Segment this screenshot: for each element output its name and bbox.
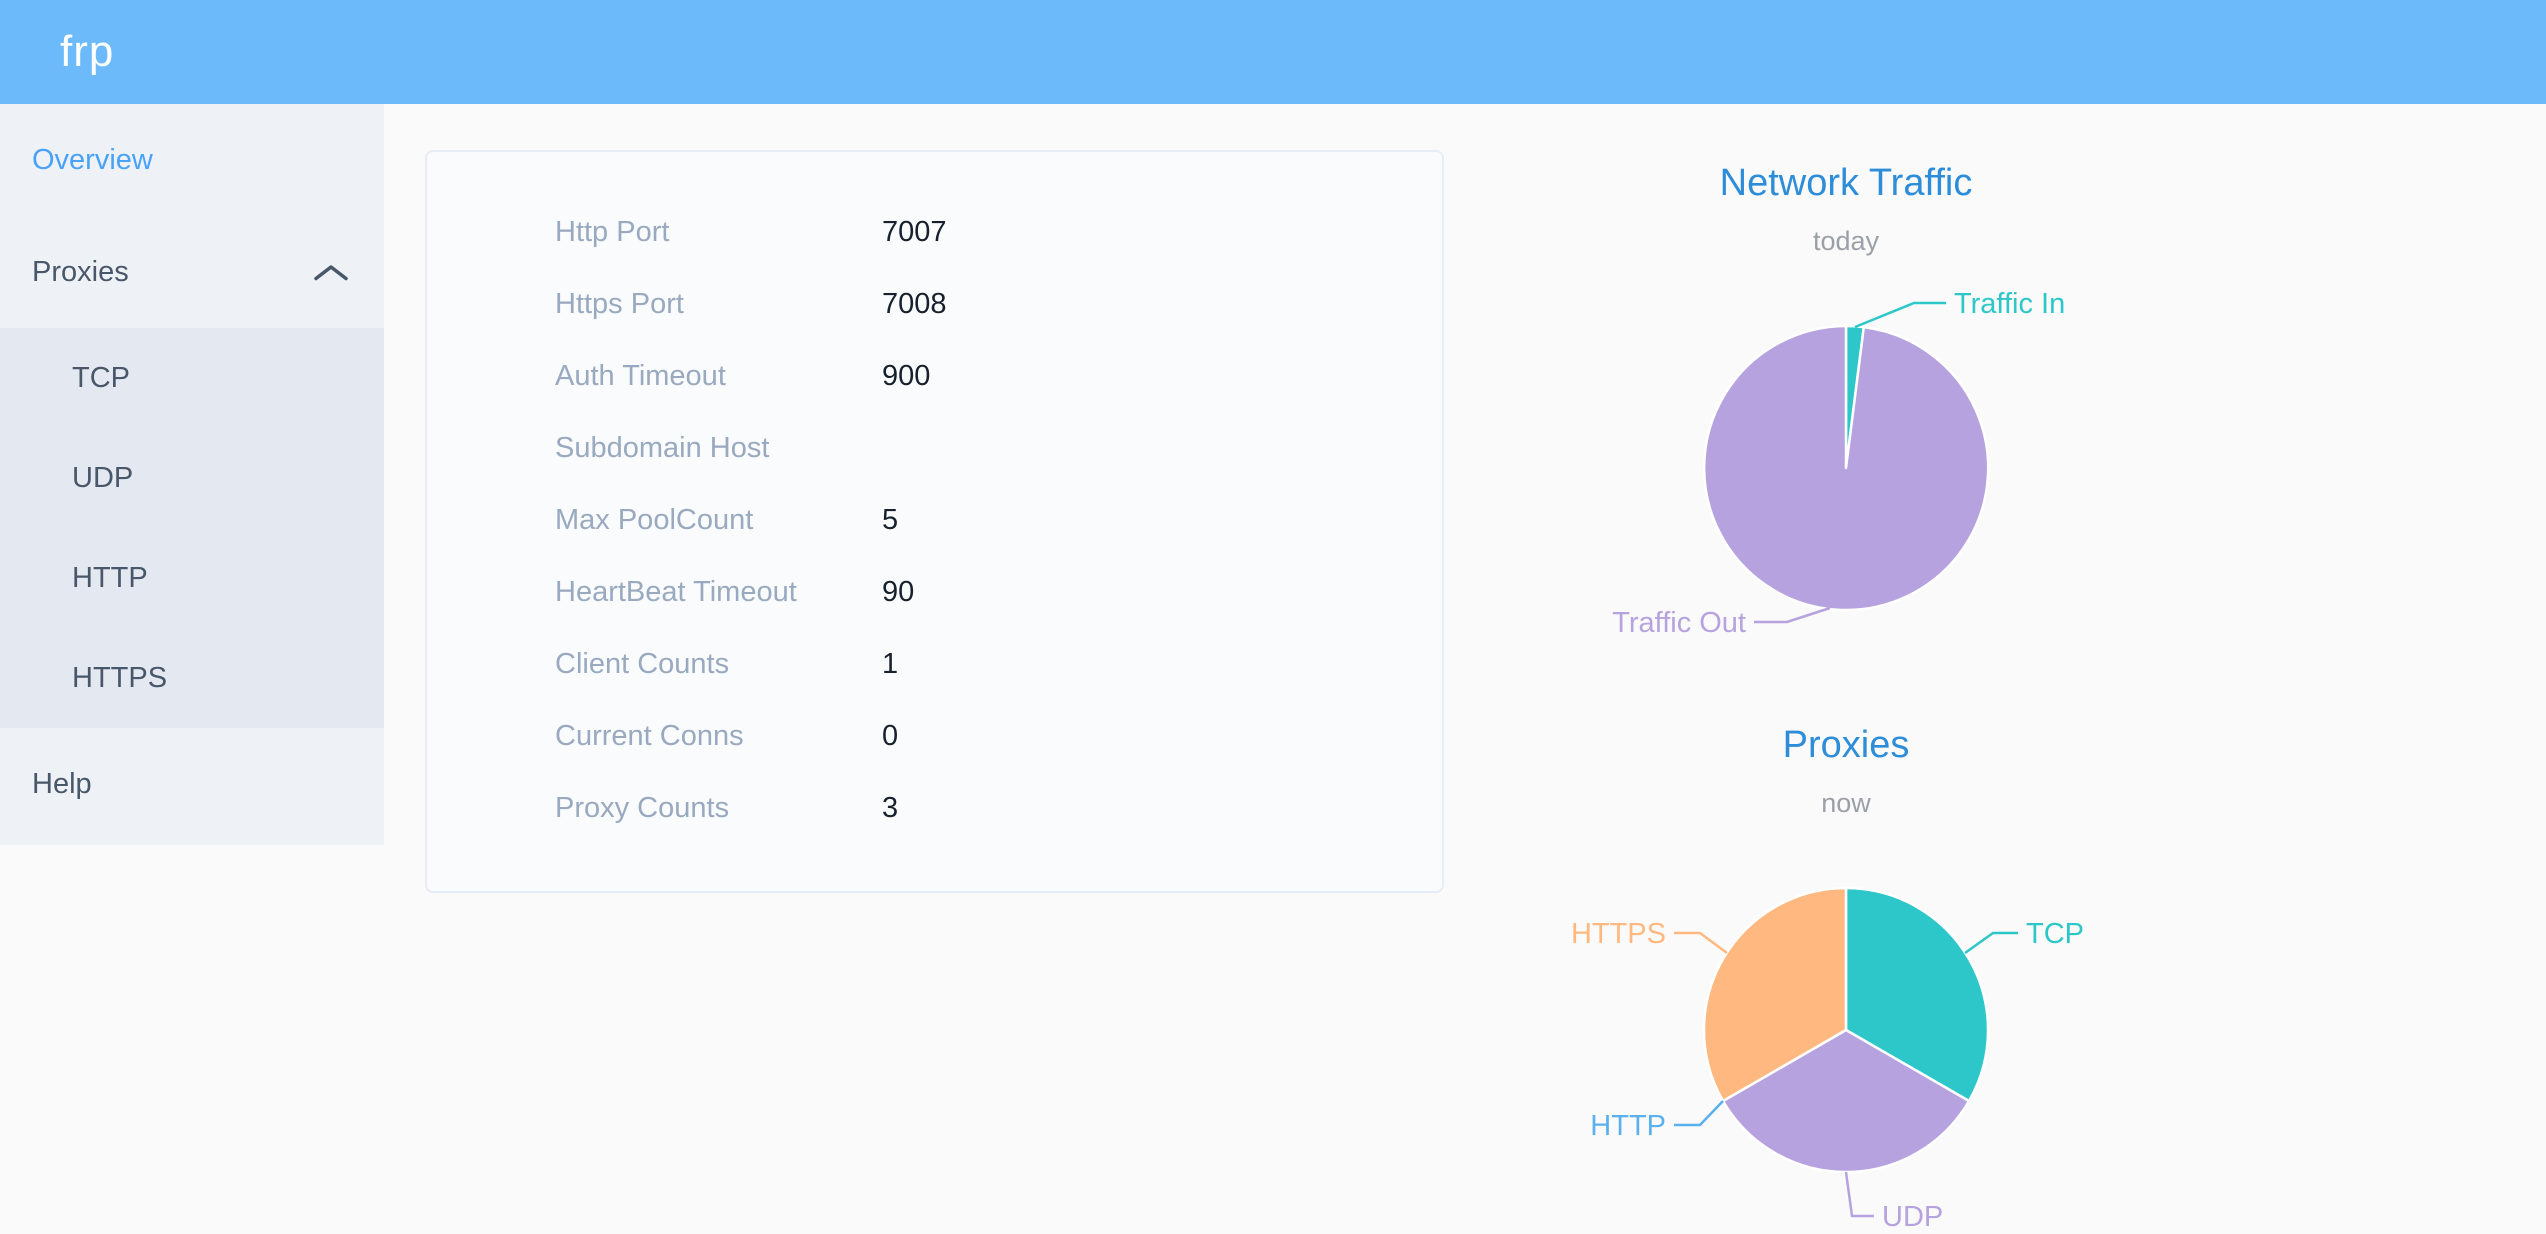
proxies-submenu: TCP UDP HTTP HTTPS <box>0 328 384 728</box>
info-row-value: 3 <box>882 791 899 824</box>
info-row-value: 90 <box>882 575 915 608</box>
info-row: Https Port 7008 <box>427 268 1442 340</box>
tcp-label: TCP <box>2026 918 2084 950</box>
info-row: HeartBeat Timeout 90 <box>427 556 1442 628</box>
sidebar-item-http[interactable]: HTTP <box>0 528 384 628</box>
sidebar-item-label: TCP <box>72 362 130 394</box>
sidebar-item-label: Proxies <box>32 256 129 288</box>
pie-slice-tcp <box>1844 886 1990 1103</box>
app-header: frp <box>0 0 2546 104</box>
sidebar: Overview Proxies TCP UDP HTTP HTTPS Help <box>0 104 384 845</box>
server-info-card: Http Port 7007 Https Port 7008 Auth Time… <box>425 150 1444 893</box>
chevron-up-icon <box>314 265 348 281</box>
server-info-rows: Http Port 7007 Https Port 7008 Auth Time… <box>427 196 1442 844</box>
http-label-line <box>1674 1100 1724 1127</box>
info-row-label: Https Port <box>555 287 684 320</box>
info-row-label: HeartBeat Timeout <box>555 575 797 608</box>
network-traffic-pie <box>1702 324 1990 612</box>
info-row-value: 1 <box>882 647 899 680</box>
https-label-line <box>1674 931 1728 955</box>
info-row-label: Current Conns <box>555 719 744 752</box>
sidebar-item-help[interactable]: Help <box>0 728 384 840</box>
info-row: Http Port 7007 <box>427 196 1442 268</box>
info-row-label: Subdomain Host <box>555 431 770 464</box>
proxies-chart-title: Proxies <box>1782 724 1910 766</box>
info-row: Client Counts 1 <box>427 628 1442 700</box>
proxies-chart-subtitle: now <box>1821 788 1871 818</box>
traffic-in-label-line <box>1854 301 1946 329</box>
sidebar-item-proxies[interactable]: Proxies <box>0 216 384 328</box>
sidebar-item-label: HTTPS <box>72 662 168 694</box>
sidebar-item-tcp[interactable]: TCP <box>0 328 384 428</box>
info-row-label: Proxy Counts <box>555 791 730 824</box>
info-row-label: Client Counts <box>555 647 730 680</box>
sidebar-item-https[interactable]: HTTPS <box>0 628 384 728</box>
network-traffic-chart-subtitle: today <box>1812 226 1880 256</box>
info-row-value: 5 <box>882 503 899 536</box>
proxies-pie <box>1702 886 1990 1174</box>
info-row-label: Auth Timeout <box>555 359 726 392</box>
info-row-label: Max PoolCount <box>555 503 754 536</box>
sidebar-item-label: HTTP <box>72 562 148 594</box>
traffic-out-label: Traffic Out <box>1612 607 1746 639</box>
http-label: HTTP <box>1590 1110 1666 1142</box>
https-label: HTTPS <box>1571 918 1666 950</box>
traffic-in-label: Traffic In <box>1954 288 2065 320</box>
sidebar-item-udp[interactable]: UDP <box>0 428 384 528</box>
udp-label-line <box>1844 1171 1874 1218</box>
info-row: Subdomain Host <box>427 412 1442 484</box>
info-row-label: Http Port <box>555 215 670 248</box>
info-row: Max PoolCount 5 <box>427 484 1442 556</box>
info-row-value: 0 <box>882 719 899 752</box>
pie-slice-traffic-out <box>1702 324 1990 612</box>
info-row: Proxy Counts 3 <box>427 772 1442 844</box>
app-logo: frp <box>60 27 115 76</box>
network-traffic-chart-title: Network Traffic <box>1719 162 1973 204</box>
sidebar-item-label: UDP <box>72 462 134 494</box>
info-row-value: 7008 <box>882 287 947 320</box>
sidebar-item-label: Help <box>32 768 92 800</box>
info-row-value: 900 <box>882 359 931 392</box>
pie-slice-https <box>1702 886 1848 1103</box>
sidebar-item-label: Overview <box>32 144 153 176</box>
udp-label: UDP <box>1882 1201 1943 1233</box>
info-row: Auth Timeout 900 <box>427 340 1442 412</box>
info-row-value: 7007 <box>882 215 947 248</box>
info-row: Current Conns 0 <box>427 700 1442 772</box>
sidebar-item-overview[interactable]: Overview <box>0 104 384 216</box>
traffic-out-label-line <box>1754 606 1831 624</box>
tcp-label-line <box>1964 931 2018 955</box>
